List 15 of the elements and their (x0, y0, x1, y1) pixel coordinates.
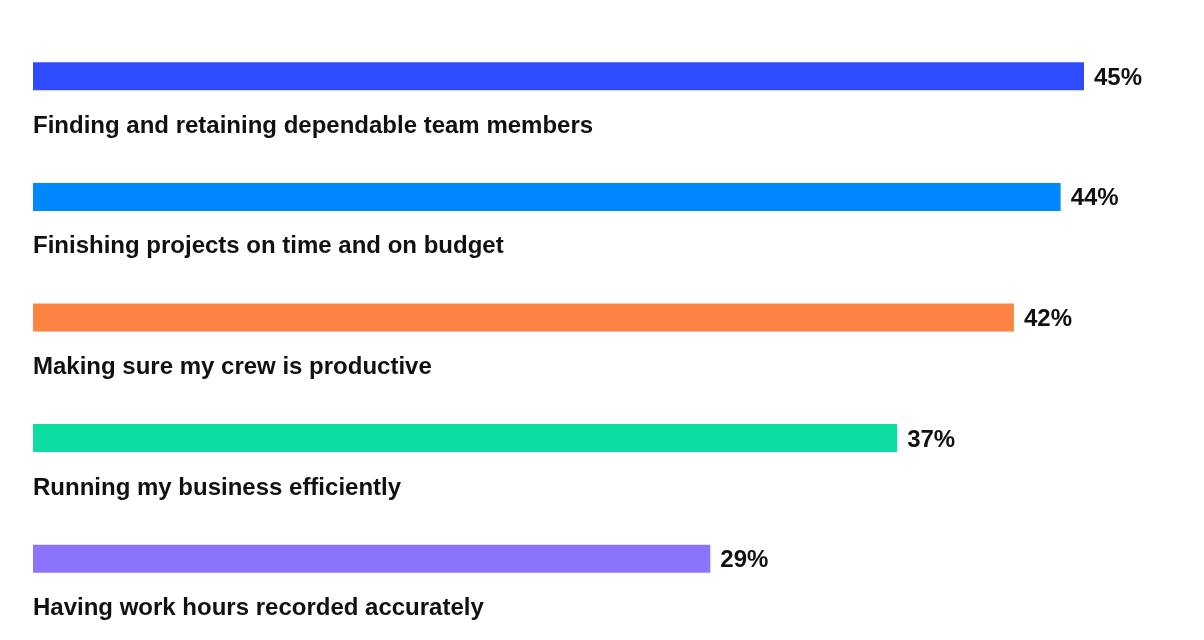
data-label: 37% (907, 424, 956, 452)
y-tick-label: Running my business efficiently (33, 472, 402, 500)
bar (33, 424, 898, 453)
bar (33, 303, 1014, 332)
y-tick-label: Finishing projects on time and on budget (33, 231, 504, 259)
data-label: 42% (1023, 304, 1072, 331)
data-label: 44% (1070, 183, 1119, 211)
data-label: 29% (720, 545, 769, 573)
y-tick-label: Having work hours recorded accurately (33, 593, 485, 621)
bar (33, 544, 711, 573)
y-tick-label: Finding and retaining dependable team members (33, 110, 594, 138)
bar (33, 182, 1061, 211)
y-tick-label: Making sure my crew is productive (33, 352, 432, 379)
bar (33, 62, 1084, 91)
data-label: 45% (1094, 62, 1143, 90)
